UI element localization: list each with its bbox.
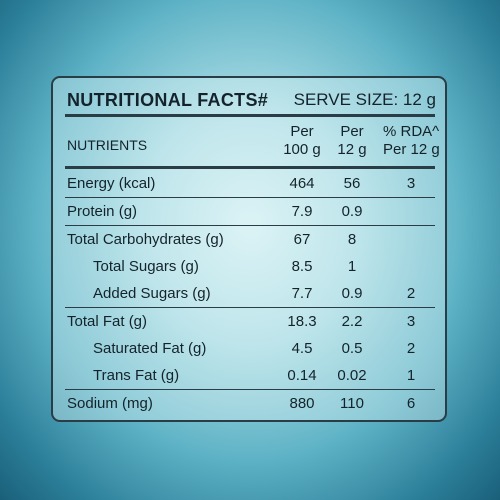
nutrient-name: Protein (g) <box>67 203 138 220</box>
value-per-12g: 110 <box>340 395 364 412</box>
value-per-100g: 18.3 <box>287 313 317 330</box>
value-rda: 6 <box>406 395 416 412</box>
label-title: NUTRITIONAL FACTS# <box>67 90 269 110</box>
nutrient-name: Total Sugars (g) <box>93 258 199 275</box>
table-row: Trans Fat (g) 0.14 0.02 1 <box>53 362 445 388</box>
value-rda: 3 <box>406 175 416 192</box>
value-per-100g: 7.7 <box>291 285 313 302</box>
nutrient-name: Sodium (mg) <box>67 395 153 412</box>
header-nutrients: NUTRIENTS <box>67 137 148 153</box>
nutrient-name: Saturated Fat (g) <box>93 340 207 357</box>
table-row: Total Fat (g) 18.3 2.2 3 <box>53 308 445 334</box>
value-per-100g: 880 <box>289 395 315 412</box>
row-divider <box>65 225 435 226</box>
value-per-12g: 0.02 <box>337 367 367 384</box>
table-row: Total Carbohydrates (g) 67 8 <box>53 226 445 252</box>
value-per-100g: 0.14 <box>287 367 317 384</box>
value-per-100g: 464 <box>289 175 315 192</box>
nutrient-name: Trans Fat (g) <box>93 367 180 384</box>
value-per-100g: 7.9 <box>291 203 313 220</box>
header-rda-line2: Per 12 g <box>383 141 440 158</box>
header-per-12g: Per 12 g <box>327 123 377 159</box>
value-rda: 2 <box>406 340 416 357</box>
nutrition-facts-panel: NUTRITIONAL FACTS# SERVE SIZE: 12 g NUTR… <box>51 76 447 422</box>
header-divider <box>65 166 435 169</box>
title-divider <box>65 114 435 117</box>
header-per-100g-line1: Per <box>290 123 314 140</box>
nutrient-name: Energy (kcal) <box>67 175 156 192</box>
table-row: Energy (kcal) 464 56 3 <box>53 170 445 196</box>
header-per-12g-line2: 12 g <box>337 141 367 158</box>
table-row: Saturated Fat (g) 4.5 0.5 2 <box>53 335 445 361</box>
value-per-100g: 4.5 <box>291 340 313 357</box>
header-per-12g-line1: Per <box>340 123 364 140</box>
value-per-12g: 2.2 <box>341 313 363 330</box>
header-rda: % RDA^ Per 12 g <box>383 123 440 159</box>
header-per-100g-line2: 100 g <box>283 141 321 158</box>
header-rda-line1: % RDA^ <box>383 123 440 140</box>
value-per-12g: 0.5 <box>341 340 363 357</box>
value-per-12g: 0.9 <box>341 285 363 302</box>
table-row: Protein (g) 7.9 0.9 <box>53 198 445 224</box>
table-row: Total Sugars (g) 8.5 1 <box>53 253 445 279</box>
value-rda: 1 <box>406 367 416 384</box>
value-rda: 2 <box>406 285 416 302</box>
nutrient-name: Total Fat (g) <box>67 313 148 330</box>
value-per-100g: 8.5 <box>291 258 313 275</box>
value-per-12g: 0.9 <box>341 203 363 220</box>
nutrient-name: Total Carbohydrates (g) <box>67 231 224 248</box>
value-per-12g: 1 <box>347 258 357 275</box>
value-per-100g: 67 <box>293 231 311 248</box>
value-rda: 3 <box>406 313 416 330</box>
header-per-100g: Per 100 g <box>272 123 332 159</box>
value-per-12g: 8 <box>347 231 357 248</box>
table-row: Sodium (mg) 880 110 6 <box>53 390 445 416</box>
row-divider <box>65 307 435 308</box>
table-row: Added Sugars (g) 7.7 0.9 2 <box>53 280 445 306</box>
row-divider <box>65 197 435 198</box>
nutrient-name: Added Sugars (g) <box>93 285 211 302</box>
value-per-12g: 56 <box>343 175 361 192</box>
row-divider <box>65 389 435 390</box>
serve-size: SERVE SIZE: 12 g <box>293 90 436 109</box>
